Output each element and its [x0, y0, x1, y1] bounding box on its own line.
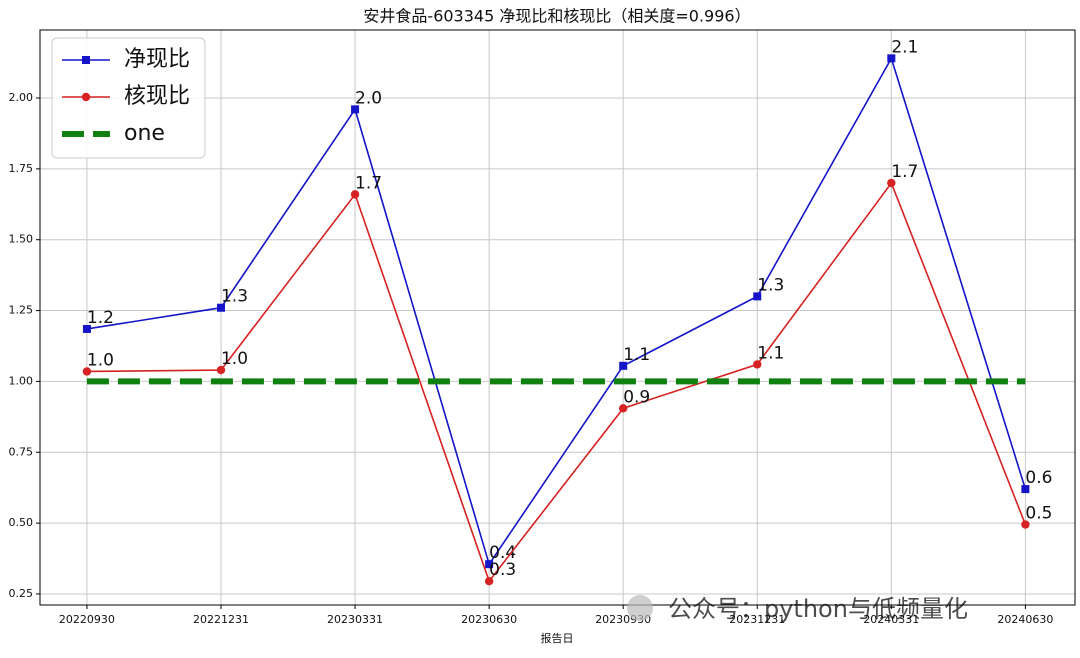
marker: [350, 190, 360, 199]
series-line: [86, 56, 1027, 567]
marker: [618, 404, 628, 413]
watermark: 公众号：python与低频量化: [668, 595, 968, 623]
plot-frame: [39, 29, 1076, 606]
y-tick-label: 1.50: [9, 233, 34, 246]
marker: [619, 361, 628, 370]
chart-title: 安井食品-603345 净现比和核现比（相关度=0.996）: [363, 7, 750, 26]
legend-marker: [82, 56, 90, 64]
marker: [216, 365, 226, 375]
marker: [887, 54, 896, 63]
y-tick-label: 2.00: [9, 91, 34, 104]
data-label: 1.1: [623, 345, 650, 365]
x-tick-label: 20230630: [461, 613, 517, 626]
x-tick-label: 20220930: [59, 613, 115, 626]
marker: [485, 560, 494, 569]
x-tick-label: 20230331: [327, 613, 383, 626]
x-tick-label: 20221231: [193, 613, 249, 626]
x-tick-label: 20240331: [863, 613, 919, 626]
marker: [887, 178, 896, 188]
data-label: 0.9: [623, 387, 650, 407]
marker: [82, 324, 91, 333]
marker: [753, 292, 762, 301]
legend-box: [51, 37, 206, 159]
data-label: 1.1: [757, 343, 784, 363]
legend-label: 净现比: [124, 47, 190, 72]
marker: [1021, 520, 1030, 529]
data-label: 1.3: [757, 275, 784, 295]
data-label: 0.5: [1025, 504, 1052, 524]
series-line: [86, 181, 1027, 583]
marker: [1021, 485, 1030, 494]
data-label: 1.0: [87, 350, 114, 370]
data-label: 2.1: [891, 37, 918, 57]
legend-marker: [81, 92, 91, 102]
marker: [82, 367, 92, 376]
y-tick-label: 1.25: [9, 304, 34, 317]
data-label: 0.6: [1025, 468, 1052, 488]
watermark-icon: [627, 595, 653, 621]
marker: [753, 360, 762, 369]
marker: [216, 303, 225, 312]
data-label: 2.0: [355, 88, 382, 108]
x-tick-label: 20231231: [729, 613, 785, 626]
data-label: 1.2: [87, 308, 114, 328]
data-label: 1.7: [891, 162, 918, 182]
legend-label: one: [124, 121, 165, 146]
y-tick-label: 0.50: [9, 516, 34, 529]
data-label: 1.3: [221, 287, 248, 307]
marker: [351, 105, 360, 114]
legend-label: 核现比: [124, 84, 190, 109]
data-label: 0.4: [489, 543, 516, 563]
y-tick-label: 1.75: [9, 162, 34, 175]
data-label: 0.3: [489, 560, 516, 580]
y-tick-label: 0.75: [9, 445, 34, 458]
y-tick-label: 0.25: [9, 587, 34, 600]
x-tick-label: 20240630: [997, 613, 1053, 626]
marker: [484, 576, 494, 586]
data-label: 1.7: [355, 173, 382, 193]
y-tick-label: 1.00: [9, 374, 34, 387]
x-axis-label: 报告日: [541, 631, 574, 645]
data-label: 1.0: [221, 349, 248, 369]
